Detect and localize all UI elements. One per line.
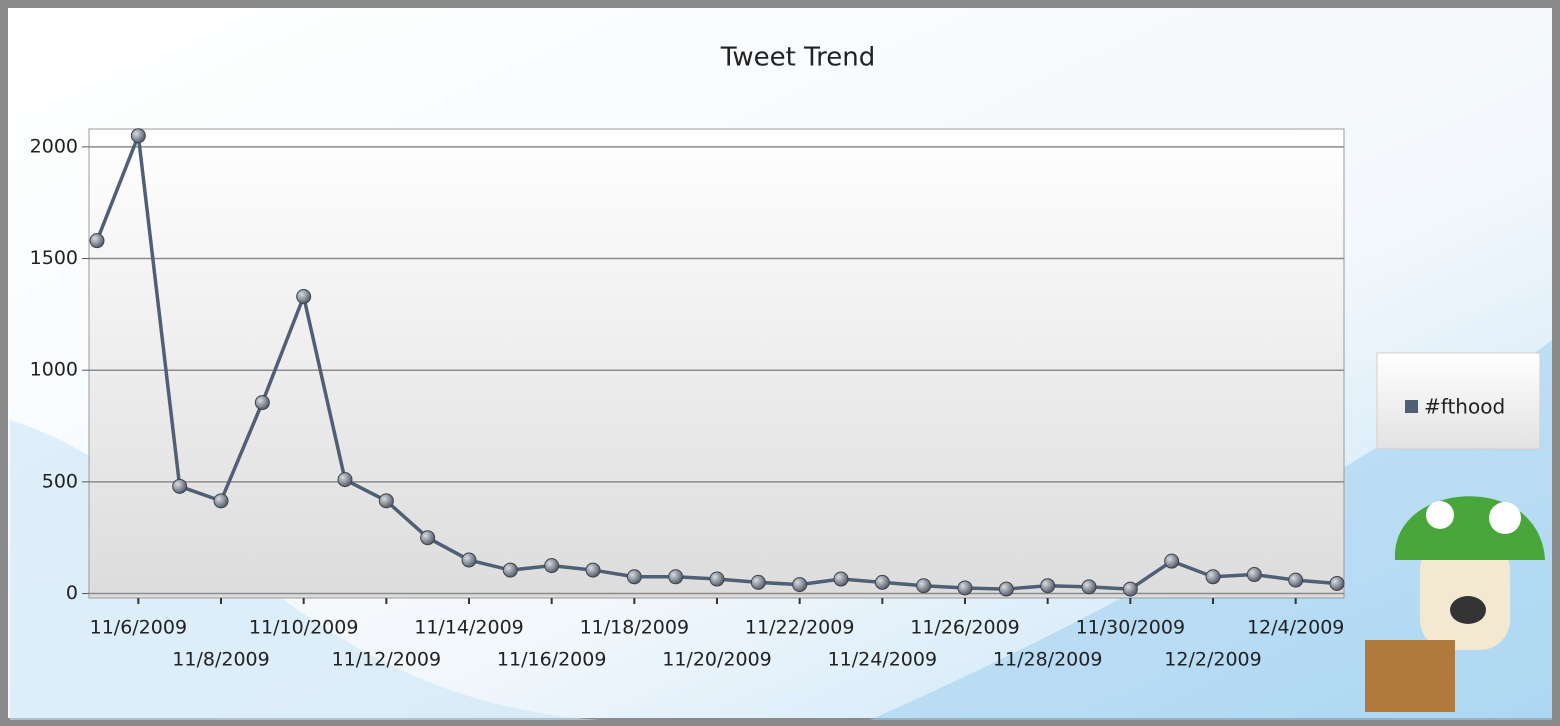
- chart-title: Tweet Trend: [720, 43, 875, 73]
- data-point: [792, 577, 808, 593]
- data-point: [296, 289, 312, 304]
- y-tick-label: 0: [66, 582, 78, 604]
- mascot-box: [1365, 640, 1455, 712]
- y-tick-label: 2000: [30, 135, 78, 157]
- data-point: [1040, 578, 1056, 594]
- x-tick-label: 11/12/2009: [332, 649, 442, 671]
- x-tick-label: 11/10/2009: [249, 617, 359, 639]
- data-point: [254, 395, 270, 411]
- x-tick-label: 11/28/2009: [993, 649, 1103, 671]
- x-tick-label: 11/30/2009: [1076, 617, 1186, 639]
- y-tick-label: 500: [42, 470, 78, 492]
- legend-marker: [1405, 400, 1418, 413]
- mascot-spot: [1426, 501, 1454, 529]
- data-point: [585, 562, 601, 578]
- x-tick-label: 12/4/2009: [1247, 617, 1344, 639]
- x-tick-label: 11/14/2009: [414, 617, 524, 639]
- data-point: [668, 569, 684, 585]
- y-tick-label: 1500: [30, 247, 78, 269]
- data-point: [461, 552, 477, 568]
- plot-area: [88, 128, 1345, 599]
- x-tick-label: 11/16/2009: [497, 649, 607, 671]
- data-point: [1122, 581, 1138, 597]
- x-tick-label: 11/24/2009: [828, 649, 938, 671]
- data-point: [750, 574, 766, 590]
- data-point: [1288, 572, 1304, 588]
- data-point: [502, 562, 518, 578]
- x-tick-label: 11/26/2009: [910, 617, 1020, 639]
- data-point: [874, 574, 890, 590]
- x-tick-label: 11/22/2009: [745, 617, 855, 639]
- mascot-mouth: [1450, 596, 1486, 624]
- data-point: [420, 530, 436, 546]
- data-point: [833, 571, 849, 587]
- mascot-body: [1420, 540, 1510, 650]
- data-point: [378, 493, 394, 509]
- background-swoosh: [870, 340, 1552, 720]
- data-point: [213, 493, 229, 509]
- legend-label: #fthood: [1424, 395, 1505, 419]
- data-point: [337, 472, 353, 488]
- data-point: [916, 578, 932, 594]
- data-point: [172, 478, 188, 494]
- y-tick-label: 1000: [30, 359, 78, 381]
- mascot: [1365, 496, 1545, 712]
- data-point: [1164, 553, 1180, 569]
- x-tick-label: 11/6/2009: [90, 617, 187, 639]
- data-point: [626, 569, 642, 585]
- data-point: [89, 233, 105, 249]
- data-point: [130, 128, 146, 144]
- data-point: [1329, 575, 1345, 591]
- mascot-spot: [1489, 502, 1521, 534]
- x-tick-label: 11/18/2009: [580, 617, 690, 639]
- data-point: [544, 558, 560, 574]
- data-point: [1205, 569, 1221, 585]
- x-tick-label: 11/8/2009: [172, 649, 269, 671]
- data-point: [957, 580, 973, 596]
- data-point: [1081, 579, 1097, 595]
- x-tick-label: 12/2/2009: [1164, 649, 1261, 671]
- data-point: [1246, 567, 1262, 583]
- data-point: [709, 571, 725, 587]
- x-tick-label: 11/20/2009: [662, 649, 772, 671]
- legend: [1376, 352, 1541, 450]
- background-swoosh: [10, 420, 600, 720]
- data-point: [998, 581, 1014, 597]
